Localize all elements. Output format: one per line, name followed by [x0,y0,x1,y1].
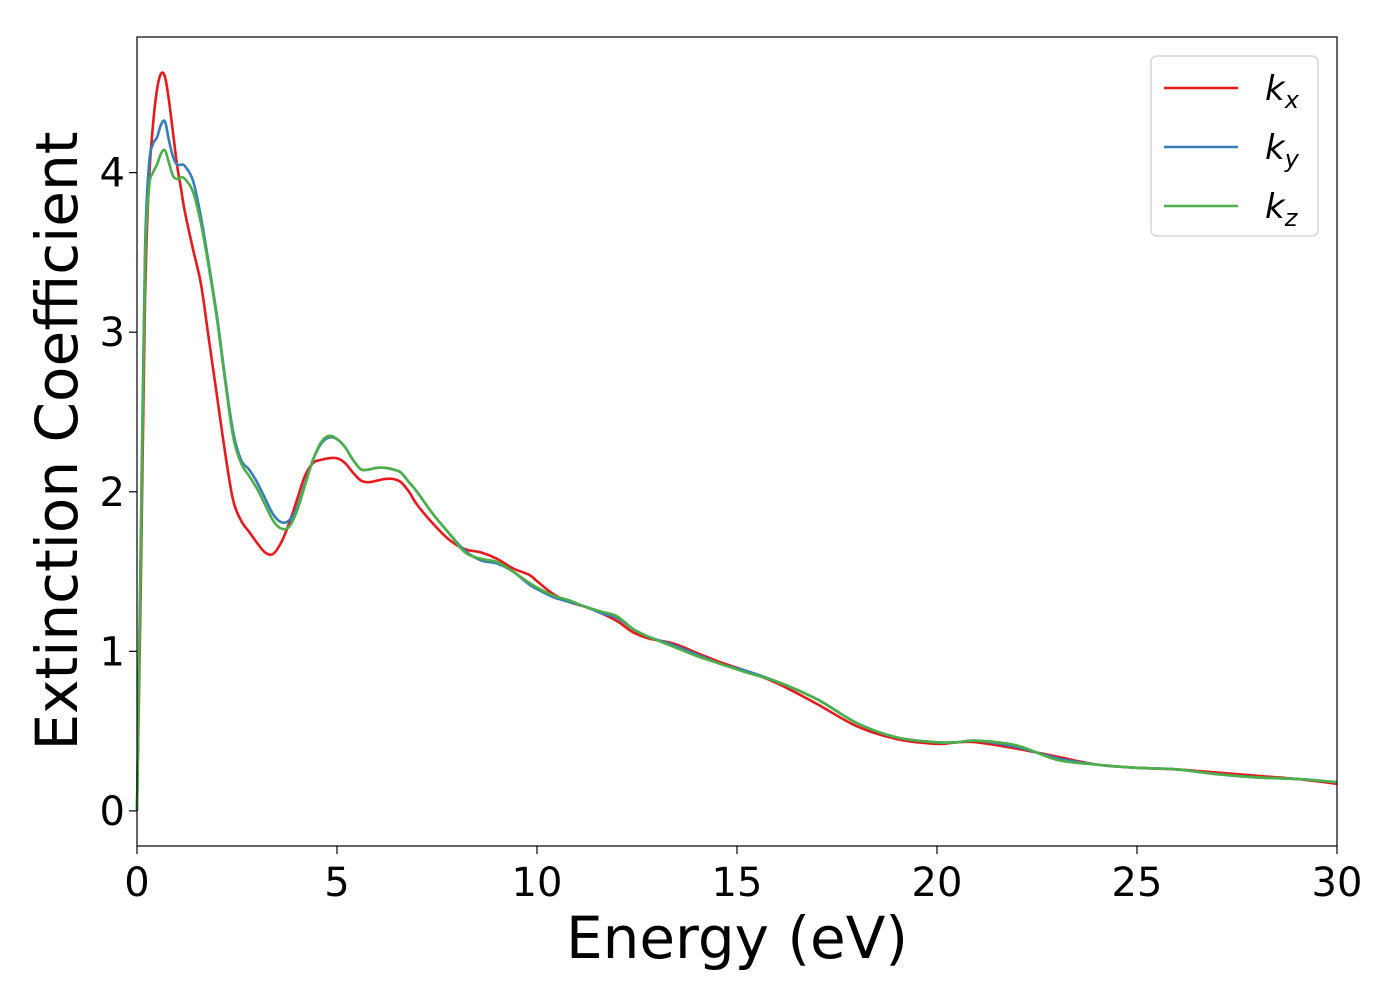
legend-label-kx: kx [1265,69,1300,114]
x-tick-label: 30 [1312,860,1363,906]
y-tick-label: 0 [100,789,125,835]
x-tick-label: 0 [124,860,149,906]
y-axis-title: Extinction Coefficient [23,132,91,751]
x-tick-label: 10 [512,860,563,906]
plot-lines [135,71,1338,811]
y-tick-label: 2 [100,470,125,516]
x-tick-label: 15 [712,860,763,906]
x-tick-label: 25 [1112,860,1163,906]
y-tick-label: 1 [100,629,125,675]
x-axis-title: Energy (eV) [566,904,908,972]
y-axis-ticks: 0 1 2 3 4 [100,151,137,835]
legend: kx ky kz [1150,55,1319,237]
legend-label-ky: ky [1265,128,1300,173]
series-line-kx [135,71,1338,811]
y-tick-label: 4 [100,151,125,197]
series-line-kz [135,148,1338,811]
x-axis-ticks: 0 5 10 15 20 25 30 [124,846,1362,906]
y-tick-label: 3 [100,310,125,356]
x-tick-label: 5 [324,860,349,906]
legend-label-kz: kz [1265,187,1299,232]
x-tick-label: 20 [912,860,963,906]
